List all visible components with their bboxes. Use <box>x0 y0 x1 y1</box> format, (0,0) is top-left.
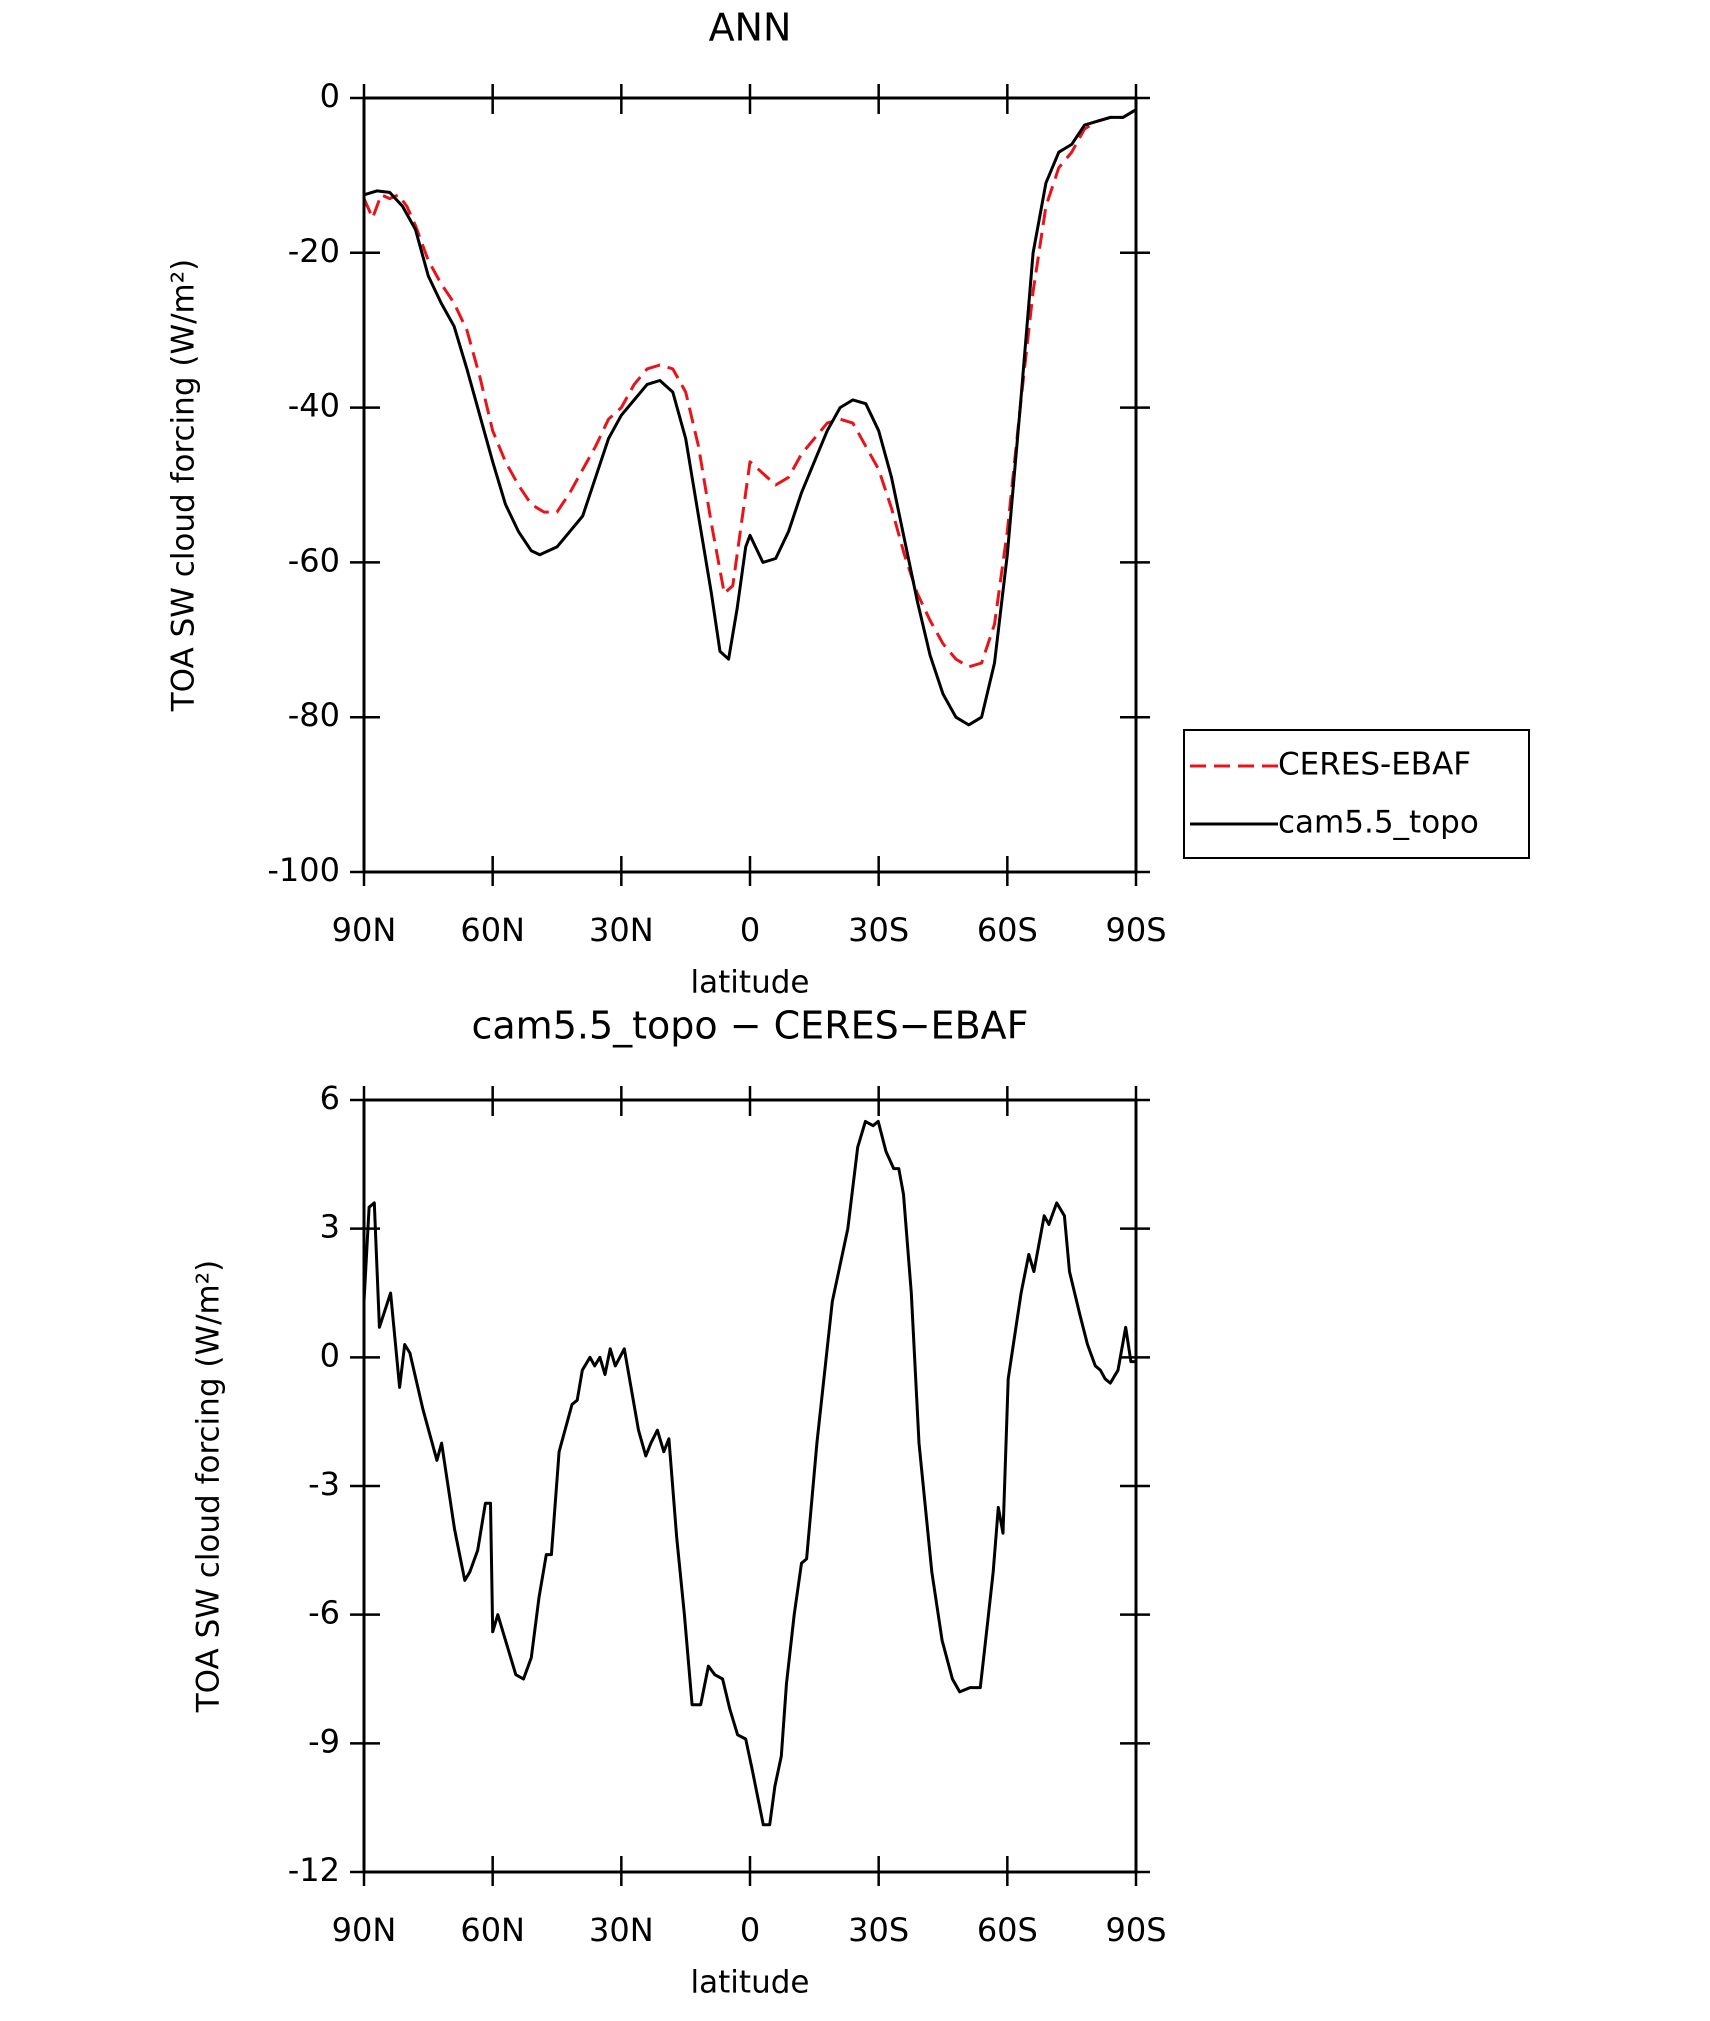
y-tick-label: -80 <box>288 696 340 734</box>
chart-title: ANN <box>709 6 792 50</box>
y-tick-label: -3 <box>308 1465 340 1503</box>
y-tick-label: -6 <box>308 1594 340 1632</box>
x-tick-label: 60S <box>977 1911 1038 1949</box>
x-tick-label: 90S <box>1105 1911 1166 1949</box>
y-tick-label: 0 <box>320 1336 340 1374</box>
y-tick-label: 3 <box>320 1208 340 1246</box>
x-tick-label: 90N <box>332 1911 397 1949</box>
y-tick-label: 6 <box>320 1079 340 1117</box>
x-tick-label: 30N <box>589 1911 654 1949</box>
x-axis-label: latitude <box>691 1965 810 2001</box>
x-tick-label: 60N <box>460 1911 525 1949</box>
y-tick-label: 0 <box>320 77 340 115</box>
y-tick-label: -20 <box>288 232 340 270</box>
x-tick-label: 60S <box>977 911 1038 949</box>
x-tick-label: 90S <box>1105 911 1166 949</box>
plot-frame <box>362 1098 1138 1874</box>
y-axis-label: TOA SW cloud forcing (W/m²) <box>166 259 202 713</box>
x-axis-label: latitude <box>691 965 810 1001</box>
plot-frame <box>362 96 1138 874</box>
chart-title: cam5.5_topo − CERES−EBAF <box>472 1004 1029 1048</box>
y-tick-label: -40 <box>288 387 340 425</box>
x-tick-label: 0 <box>740 911 760 949</box>
y-tick-label: -9 <box>308 1722 340 1760</box>
data-line <box>362 108 1137 669</box>
data-line <box>362 1119 1136 1827</box>
y-tick-label: -12 <box>288 1851 340 1889</box>
y-tick-label: -60 <box>288 541 340 579</box>
x-tick-label: 60N <box>460 911 525 949</box>
x-tick-label: 30S <box>848 1911 909 1949</box>
legend-label: CERES-EBAF <box>1278 747 1471 783</box>
data-line <box>363 108 1137 727</box>
legend-box <box>1183 729 1530 859</box>
x-tick-label: 90N <box>332 911 397 949</box>
y-tick-label: -100 <box>267 851 340 889</box>
x-tick-label: 30S <box>848 911 909 949</box>
x-tick-label: 30N <box>589 911 654 949</box>
y-axis-label: TOA SW cloud forcing (W/m²) <box>191 1260 227 1714</box>
x-tick-label: 0 <box>740 1911 760 1949</box>
legend-label: cam5.5_topo <box>1278 805 1479 841</box>
